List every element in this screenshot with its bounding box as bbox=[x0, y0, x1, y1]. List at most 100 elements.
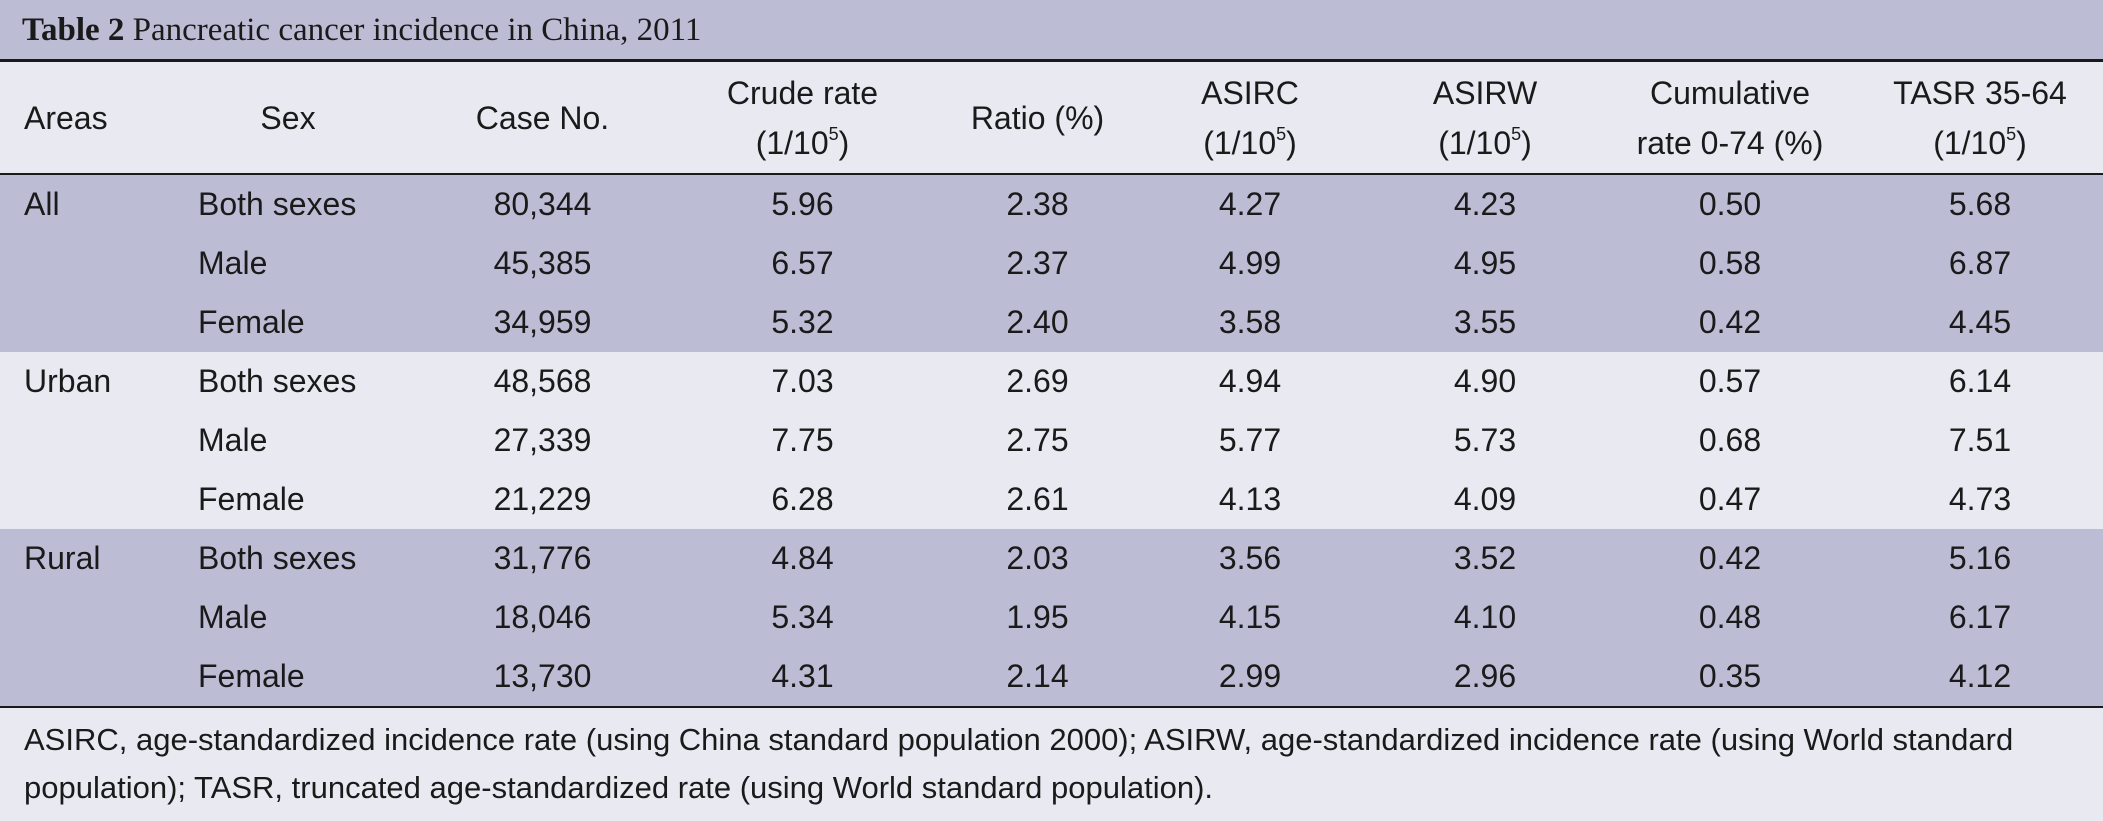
group-all: All Both sexes 80,344 5.96 2.38 4.27 4.2… bbox=[0, 175, 2103, 352]
cumulative-cell: 0.57 bbox=[1698, 363, 1762, 399]
case-no-cell: 34,959 bbox=[493, 304, 592, 340]
crude-rate-cell: 7.03 bbox=[771, 363, 834, 399]
table-row: Male 27,339 7.75 2.75 5.77 5.73 0.68 7.5… bbox=[0, 411, 2103, 470]
header-crude-rate: Crude rate (1/105) bbox=[690, 62, 915, 173]
asirc-cell: 4.13 bbox=[1218, 481, 1282, 517]
sex-cell: Female bbox=[198, 658, 305, 694]
header-cumulative: Cumulative rate 0-74 (%) bbox=[1615, 62, 1845, 173]
table-caption: Pancreatic cancer incidence in China, 20… bbox=[132, 12, 702, 48]
cumulative-cell: 0.42 bbox=[1698, 540, 1762, 576]
area-cell: Urban bbox=[24, 363, 112, 399]
crude-rate-cell: 6.28 bbox=[771, 481, 834, 517]
ratio-cell: 2.37 bbox=[1006, 245, 1069, 281]
table-row: Urban Both sexes 48,568 7.03 2.69 4.94 4… bbox=[0, 352, 2103, 411]
sex-cell: Male bbox=[198, 422, 268, 458]
asirw-cell: 3.52 bbox=[1453, 540, 1517, 576]
asirc-cell: 3.58 bbox=[1218, 304, 1282, 340]
case-no-cell: 31,776 bbox=[493, 540, 592, 576]
asirc-cell: 5.77 bbox=[1218, 422, 1282, 458]
tasr-cell: 5.16 bbox=[1948, 540, 2012, 576]
sex-cell: Both sexes bbox=[198, 540, 357, 576]
header-sex: Sex bbox=[198, 62, 378, 173]
header-tasr: TASR 35-64 (1/105) bbox=[1870, 62, 2090, 173]
asirc-cell: 4.27 bbox=[1218, 186, 1282, 222]
asirw-cell: 4.90 bbox=[1453, 363, 1517, 399]
sex-cell: Male bbox=[198, 245, 268, 281]
ratio-cell: 2.69 bbox=[1006, 363, 1069, 399]
crude-rate-cell: 5.96 bbox=[771, 186, 834, 222]
table-header: Areas Sex Case No. Crude rate (1/105) Ra… bbox=[0, 62, 2103, 175]
tasr-cell: 4.73 bbox=[1948, 481, 2012, 517]
tasr-cell: 6.87 bbox=[1948, 245, 2012, 281]
asirw-cell: 4.09 bbox=[1453, 481, 1517, 517]
ratio-cell: 2.40 bbox=[1006, 304, 1069, 340]
asirw-cell: 5.73 bbox=[1453, 422, 1517, 458]
header-asirc: ASIRC (1/105) bbox=[1165, 62, 1335, 173]
case-no-cell: 80,344 bbox=[493, 186, 592, 222]
crude-rate-cell: 6.57 bbox=[771, 245, 834, 281]
sex-cell: Both sexes bbox=[198, 186, 357, 222]
header-cumulative-sub: rate 0-74 (%) bbox=[1636, 124, 1824, 161]
tasr-cell: 5.68 bbox=[1948, 186, 2012, 222]
table-row: Male 45,385 6.57 2.37 4.99 4.95 0.58 6.8… bbox=[0, 234, 2103, 293]
table-row: All Both sexes 80,344 5.96 2.38 4.27 4.2… bbox=[0, 175, 2103, 234]
cumulative-cell: 0.48 bbox=[1698, 599, 1762, 635]
header-ratio-label: Ratio (%) bbox=[970, 99, 1105, 136]
header-tasr-unit: (1/105) bbox=[1933, 123, 2027, 161]
header-sex-label: Sex bbox=[260, 99, 316, 136]
table-row: Rural Both sexes 31,776 4.84 2.03 3.56 3… bbox=[0, 529, 2103, 588]
header-case-no-label: Case No. bbox=[475, 99, 610, 136]
table-label: Table 2 bbox=[22, 12, 125, 48]
header-tasr-label: TASR 35-64 bbox=[1893, 74, 2067, 111]
asirw-cell: 4.95 bbox=[1453, 245, 1517, 281]
header-case-no: Case No. bbox=[440, 62, 645, 173]
cumulative-cell: 0.35 bbox=[1698, 658, 1762, 694]
header-ratio: Ratio (%) bbox=[940, 62, 1135, 173]
area-cell: All bbox=[24, 186, 60, 222]
area-cell: Rural bbox=[24, 540, 101, 576]
header-areas-label: Areas bbox=[24, 99, 108, 136]
header-asirw-unit: (1/105) bbox=[1438, 123, 1532, 161]
table-footnote: ASIRC, age-standardized incidence rate (… bbox=[24, 722, 2014, 805]
table-title-bar: Table 2 Pancreatic cancer incidence in C… bbox=[0, 0, 2103, 62]
crude-rate-cell: 5.32 bbox=[771, 304, 834, 340]
table-row: Female 13,730 4.31 2.14 2.99 2.96 0.35 4… bbox=[0, 647, 2103, 706]
cumulative-cell: 0.68 bbox=[1698, 422, 1762, 458]
group-urban: Urban Both sexes 48,568 7.03 2.69 4.94 4… bbox=[0, 352, 2103, 529]
ratio-cell: 2.75 bbox=[1006, 422, 1069, 458]
group-rural: Rural Both sexes 31,776 4.84 2.03 3.56 3… bbox=[0, 529, 2103, 706]
header-asirc-unit: (1/105) bbox=[1203, 123, 1297, 161]
table-bottom-rule bbox=[0, 706, 2103, 708]
header-areas: Areas bbox=[24, 62, 154, 173]
header-crude-rate-unit: (1/105) bbox=[755, 123, 850, 161]
crude-rate-cell: 4.84 bbox=[771, 540, 834, 576]
ratio-cell: 2.14 bbox=[1006, 658, 1069, 694]
cumulative-cell: 0.47 bbox=[1698, 481, 1762, 517]
table-row: Female 34,959 5.32 2.40 3.58 3.55 0.42 4… bbox=[0, 293, 2103, 352]
case-no-cell: 27,339 bbox=[493, 422, 592, 458]
asirw-cell: 4.10 bbox=[1453, 599, 1517, 635]
header-cumulative-label: Cumulative bbox=[1649, 74, 1811, 111]
asirw-cell: 4.23 bbox=[1453, 186, 1517, 222]
crude-rate-cell: 5.34 bbox=[771, 599, 834, 635]
asirc-cell: 4.15 bbox=[1218, 599, 1282, 635]
tasr-cell: 6.14 bbox=[1948, 363, 2012, 399]
case-no-cell: 48,568 bbox=[493, 363, 592, 399]
tasr-cell: 7.51 bbox=[1948, 422, 2012, 458]
asirc-cell: 3.56 bbox=[1218, 540, 1282, 576]
crude-rate-cell: 7.75 bbox=[771, 422, 834, 458]
header-asirw: ASIRW (1/105) bbox=[1395, 62, 1575, 173]
table-title: Table 2 Pancreatic cancer incidence in C… bbox=[22, 12, 701, 49]
cumulative-cell: 0.50 bbox=[1698, 186, 1762, 222]
case-no-cell: 13,730 bbox=[493, 658, 592, 694]
asirw-cell: 3.55 bbox=[1453, 304, 1517, 340]
case-no-cell: 21,229 bbox=[493, 481, 592, 517]
asirc-cell: 2.99 bbox=[1218, 658, 1282, 694]
header-asirw-label: ASIRW bbox=[1432, 74, 1538, 111]
ratio-cell: 2.61 bbox=[1006, 481, 1069, 517]
crude-rate-cell: 4.31 bbox=[771, 658, 834, 694]
asirc-cell: 4.99 bbox=[1218, 245, 1282, 281]
tasr-cell: 4.45 bbox=[1948, 304, 2012, 340]
ratio-cell: 1.95 bbox=[1006, 599, 1069, 635]
